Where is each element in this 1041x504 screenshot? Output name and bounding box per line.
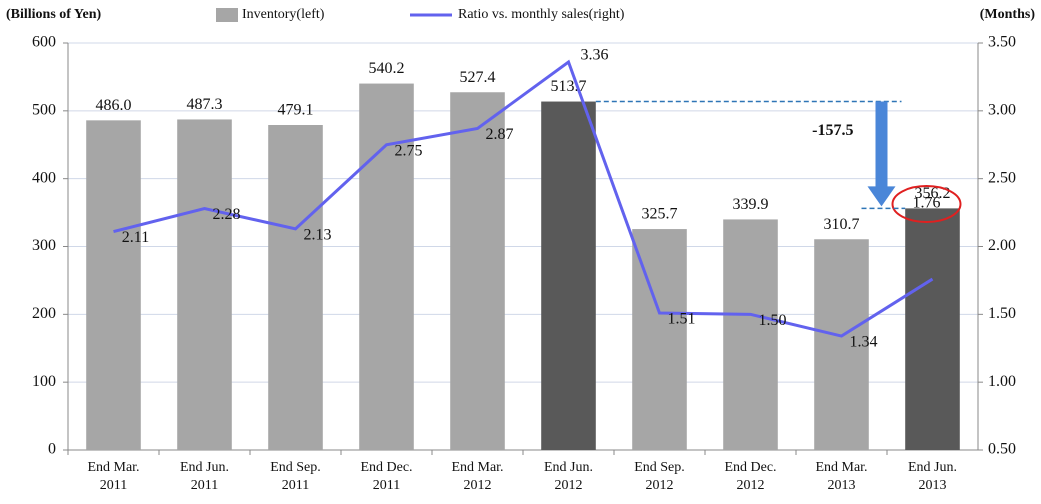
bar — [268, 125, 323, 450]
y2-tick-label: 1.50 — [988, 305, 1016, 322]
bar — [814, 239, 869, 450]
bar-label: 527.4 — [460, 69, 496, 86]
x-tick-label: End Sep. — [270, 460, 321, 475]
x-tick-label: 2011 — [191, 478, 218, 493]
legend-label: Inventory(left) — [242, 7, 325, 22]
line-label: 2.13 — [304, 227, 332, 244]
y-tick-label: 300 — [32, 237, 56, 254]
x-tick-label: End Jun. — [180, 460, 229, 475]
bar-label: 310.7 — [824, 216, 860, 233]
y-tick-label: 100 — [32, 373, 56, 390]
bar-label: 325.7 — [642, 206, 678, 223]
y-tick-label: 500 — [32, 102, 56, 119]
arrow — [867, 101, 896, 207]
x-tick-label: End Mar. — [87, 460, 139, 475]
line-label: 1.76 — [913, 195, 941, 212]
line-label: 1.34 — [850, 334, 878, 351]
bar — [905, 208, 960, 450]
bar — [541, 101, 596, 451]
x-tick-label: End Dec. — [724, 460, 776, 475]
y2-tick-label: 2.00 — [988, 237, 1016, 254]
y2-tick-label: 2.50 — [988, 169, 1016, 186]
x-tick-label: 2011 — [100, 478, 127, 493]
y2-tick-label: 1.00 — [988, 373, 1016, 390]
y2-tick-label: 3.00 — [988, 102, 1016, 119]
highlight-circle — [891, 185, 962, 224]
x-tick-label: 2013 — [828, 478, 856, 493]
line-label: 1.51 — [668, 311, 696, 328]
y-tick-label: 200 — [32, 305, 56, 322]
x-tick-label: 2013 — [919, 478, 947, 493]
x-tick-label: 2011 — [373, 478, 400, 493]
bar-label: 356.2 — [915, 185, 951, 202]
x-tick-label: End Mar. — [815, 460, 867, 475]
x-tick-label: End Sep. — [634, 460, 685, 475]
bar-label: 479.1 — [278, 102, 314, 119]
bar — [177, 119, 232, 450]
line-label: 3.36 — [581, 47, 609, 64]
x-tick-label: End Mar. — [451, 460, 503, 475]
x-tick-label: 2012 — [737, 478, 765, 493]
bar-label: 486.0 — [96, 97, 132, 114]
x-tick-label: End Jun. — [544, 460, 593, 475]
bar — [450, 92, 505, 450]
y-axis-label: (Billions of Yen) — [6, 7, 101, 22]
y2-tick-label: 3.50 — [988, 34, 1016, 51]
x-tick-label: 2012 — [646, 478, 674, 493]
line — [113, 59, 934, 338]
bar-label: 487.3 — [187, 96, 223, 113]
y-tick-label: 0 — [48, 441, 56, 458]
x-tick-label: 2012 — [464, 478, 492, 493]
y2-axis-label: (Months) — [980, 7, 1036, 22]
x-tick-label: 2012 — [555, 478, 583, 493]
y-tick-label: 400 — [32, 169, 56, 186]
bar — [359, 83, 414, 450]
bar — [723, 219, 778, 450]
legend-label: Ratio vs. monthly sales(right) — [458, 7, 625, 22]
annotation: -157.5 — [812, 122, 853, 139]
x-tick-label: End Dec. — [360, 460, 412, 475]
line-label: 2.11 — [122, 229, 149, 246]
bar-label: 339.9 — [733, 196, 769, 213]
bar — [86, 120, 141, 450]
x-tick-label: End Jun. — [908, 460, 957, 475]
line-label: 2.87 — [486, 126, 514, 143]
x-tick-label: 2011 — [282, 478, 309, 493]
line-label: 2.75 — [395, 142, 423, 159]
bar-label: 540.2 — [369, 60, 405, 77]
line-label: 1.50 — [759, 312, 787, 329]
y2-tick-label: 0.50 — [988, 441, 1016, 458]
y-tick-label: 600 — [32, 34, 56, 51]
legend-swatch — [216, 8, 238, 22]
line-label: 2.28 — [213, 206, 241, 223]
